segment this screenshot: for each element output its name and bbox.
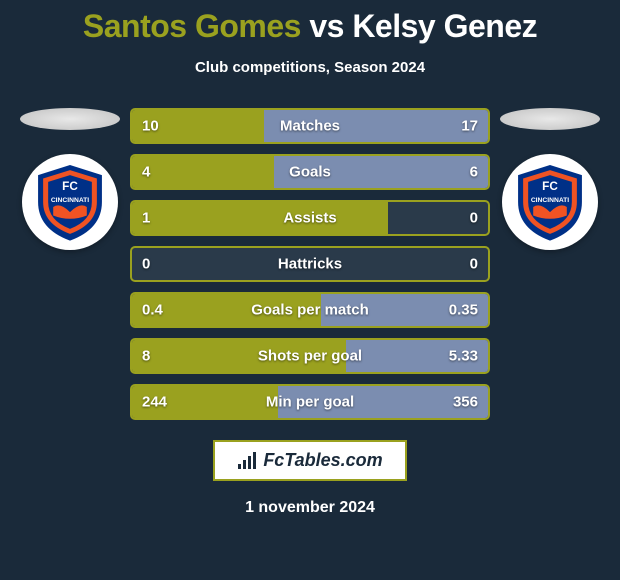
stat-row: 8 5.33 Shots per goal [130,338,490,374]
stat-label: Assists [283,210,336,227]
stat-value-left: 0 [142,256,150,273]
svg-text:CINCINNATI: CINCINNATI [531,197,569,204]
stat-value-right: 0.35 [449,302,478,319]
club-logo-svg-right: FC CINCINNATI [508,160,592,244]
infographic-container: Santos Gomes vs Kelsy Genez Club competi… [0,0,620,580]
svg-text:FC: FC [62,180,78,193]
brand-text: FcTables.com [263,450,382,471]
stat-value-right: 5.33 [449,348,478,365]
date-text: 1 november 2024 [245,499,375,517]
svg-text:FC: FC [542,180,558,193]
stat-value-left: 10 [142,118,159,135]
stat-value-left: 0.4 [142,302,163,319]
stat-row: 0 0 Hattricks [130,246,490,282]
stat-row: 0.4 0.35 Goals per match [130,292,490,328]
player1-club-logo: FC CINCINNATI [22,154,118,250]
player1-name: Santos Gomes [83,8,301,44]
player2-silhouette [500,108,600,130]
stat-value-right: 17 [461,118,478,135]
stat-value-left: 4 [142,164,150,181]
stat-value-right: 356 [453,394,478,411]
stat-label: Matches [280,118,340,135]
right-side: FC CINCINNATI [490,108,610,250]
stat-value-right: 0 [470,210,478,227]
brand-badge: FcTables.com [213,440,406,481]
club-logo-svg-left: FC CINCINNATI [28,160,112,244]
stat-label: Shots per goal [258,348,362,365]
player2-club-logo: FC CINCINNATI [502,154,598,250]
player1-silhouette [20,108,120,130]
stat-bar-left [132,202,388,234]
comparison-title: Santos Gomes vs Kelsy Genez [83,8,537,45]
stat-value-left: 8 [142,348,150,365]
stat-label: Goals per match [251,302,369,319]
stat-bar-left [132,156,274,188]
svg-text:CINCINNATI: CINCINNATI [51,197,89,204]
stat-row: 4 6 Goals [130,154,490,190]
stat-label: Hattricks [278,256,342,273]
stats-column: 1017Matches46Goals10Assists00Hattricks0.… [130,108,490,420]
brand-chart-icon [237,452,257,470]
stat-row: 244 356 Min per goal [130,384,490,420]
left-side: FC CINCINNATI [10,108,130,250]
stat-value-right: 6 [470,164,478,181]
stat-value-right: 0 [470,256,478,273]
stat-row: 1 0 Assists [130,200,490,236]
player2-name: Kelsy Genez [352,8,537,44]
stat-value-left: 1 [142,210,150,227]
vs-text: vs [309,8,344,44]
stat-value-left: 244 [142,394,167,411]
stat-label: Min per goal [266,394,354,411]
subtitle: Club competitions, Season 2024 [195,59,425,76]
stat-row: 10 17 Matches [130,108,490,144]
stat-label: Goals [289,164,331,181]
main-content: FC CINCINNATI 1017Matches46Goals10Assist… [0,108,620,420]
